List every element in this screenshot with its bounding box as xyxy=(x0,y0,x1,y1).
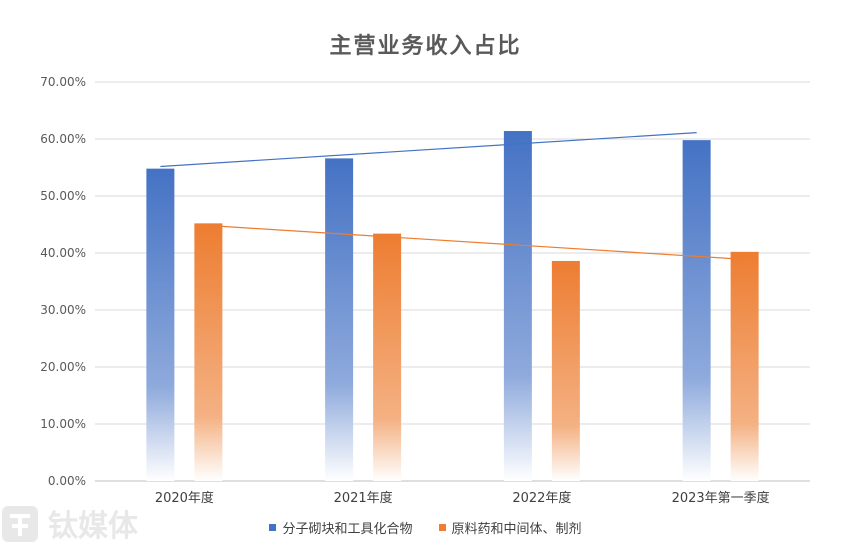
y-tick-label: 10.00% xyxy=(40,417,86,431)
bar-api-intermediates xyxy=(551,260,580,481)
legend-label: 分子砌块和工具化合物 xyxy=(282,522,413,537)
x-tick-label: 2023年第一季度 xyxy=(672,490,770,506)
y-tick-label: 60.00% xyxy=(40,132,86,146)
bar-molecular-blocks xyxy=(682,140,711,481)
x-tick-label: 2022年度 xyxy=(512,490,571,506)
legend-swatch-orange xyxy=(438,524,446,531)
bar-api-intermediates xyxy=(194,223,223,482)
legend: 分子砌块和工具化合物 原料药和中间体、制剂 xyxy=(0,518,851,537)
bar-molecular-blocks xyxy=(146,168,175,481)
bar-molecular-blocks xyxy=(503,131,532,481)
legend-item-series-2: 原料药和中间体、制剂 xyxy=(438,518,582,537)
y-tick-label: 50.00% xyxy=(40,189,86,203)
trendline-blue xyxy=(160,132,697,168)
y-tick-label: 70.00% xyxy=(40,75,86,89)
svg-text:钛媒体: 钛媒体 xyxy=(48,509,139,544)
legend-label: 原料药和中间体、制剂 xyxy=(451,522,582,537)
legend-item-series-1: 分子砌块和工具化合物 xyxy=(269,518,413,537)
y-tick-label: 0.00% xyxy=(48,474,86,488)
chart-title: 主营业务收入占比 xyxy=(329,34,522,59)
y-tick-label: 20.00% xyxy=(40,360,86,374)
trendline-orange xyxy=(208,224,745,260)
legend-swatch-blue xyxy=(269,524,277,531)
x-tick-label: 2021年度 xyxy=(334,490,393,506)
watermark-logo: 钛媒体 xyxy=(2,506,139,544)
y-tick-label: 40.00% xyxy=(40,246,86,260)
bar-api-intermediates xyxy=(373,233,402,481)
y-tick-label: 30.00% xyxy=(40,303,86,317)
bar-molecular-blocks xyxy=(325,158,354,481)
bar-api-intermediates xyxy=(730,251,759,481)
x-tick-label: 2020年度 xyxy=(155,490,214,506)
